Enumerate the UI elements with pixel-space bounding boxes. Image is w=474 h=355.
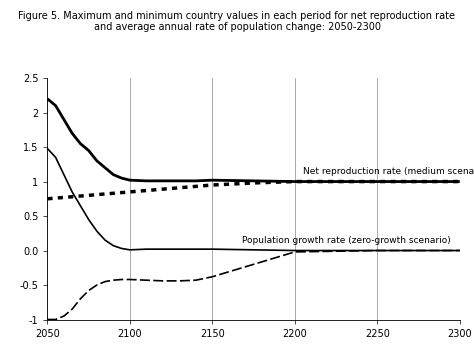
Text: Population growth rate (zero-growth scenario): Population growth rate (zero-growth scen… xyxy=(242,236,451,245)
Text: Figure 5. Maximum and minimum country values in each period for net reproduction: Figure 5. Maximum and minimum country va… xyxy=(18,11,456,32)
Text: Net reproduction rate (medium scenario): Net reproduction rate (medium scenario) xyxy=(303,167,474,176)
